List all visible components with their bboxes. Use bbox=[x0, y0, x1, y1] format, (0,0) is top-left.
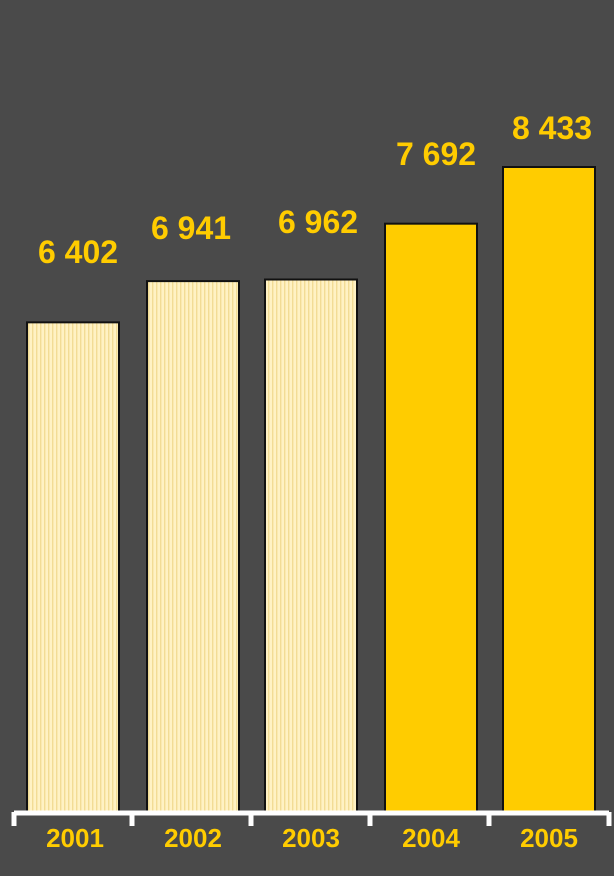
category-labels-group: 2001 2002 2003 2004 2005 bbox=[46, 823, 578, 853]
x-axis bbox=[11, 810, 612, 826]
category-label-2005: 2005 bbox=[520, 823, 578, 853]
bar-2005 bbox=[502, 166, 596, 813]
bar-2001 bbox=[26, 321, 120, 813]
value-label-2005: 8 433 bbox=[512, 110, 592, 146]
category-label-2001: 2001 bbox=[46, 823, 104, 853]
value-label-2003: 6 962 bbox=[278, 204, 358, 240]
value-label-2004: 7 692 bbox=[396, 136, 476, 172]
category-label-2002: 2002 bbox=[164, 823, 222, 853]
value-labels-group: 6 402 6 941 6 962 7 692 8 433 bbox=[38, 110, 592, 270]
bar-2002 bbox=[146, 280, 240, 813]
category-label-2003: 2003 bbox=[282, 823, 340, 853]
category-label-2004: 2004 bbox=[402, 823, 460, 853]
value-label-2002: 6 941 bbox=[151, 210, 231, 246]
bars-group bbox=[26, 166, 596, 814]
bar-2003 bbox=[264, 278, 358, 814]
value-label-2001: 6 402 bbox=[38, 234, 118, 270]
bar-2004 bbox=[384, 222, 478, 814]
